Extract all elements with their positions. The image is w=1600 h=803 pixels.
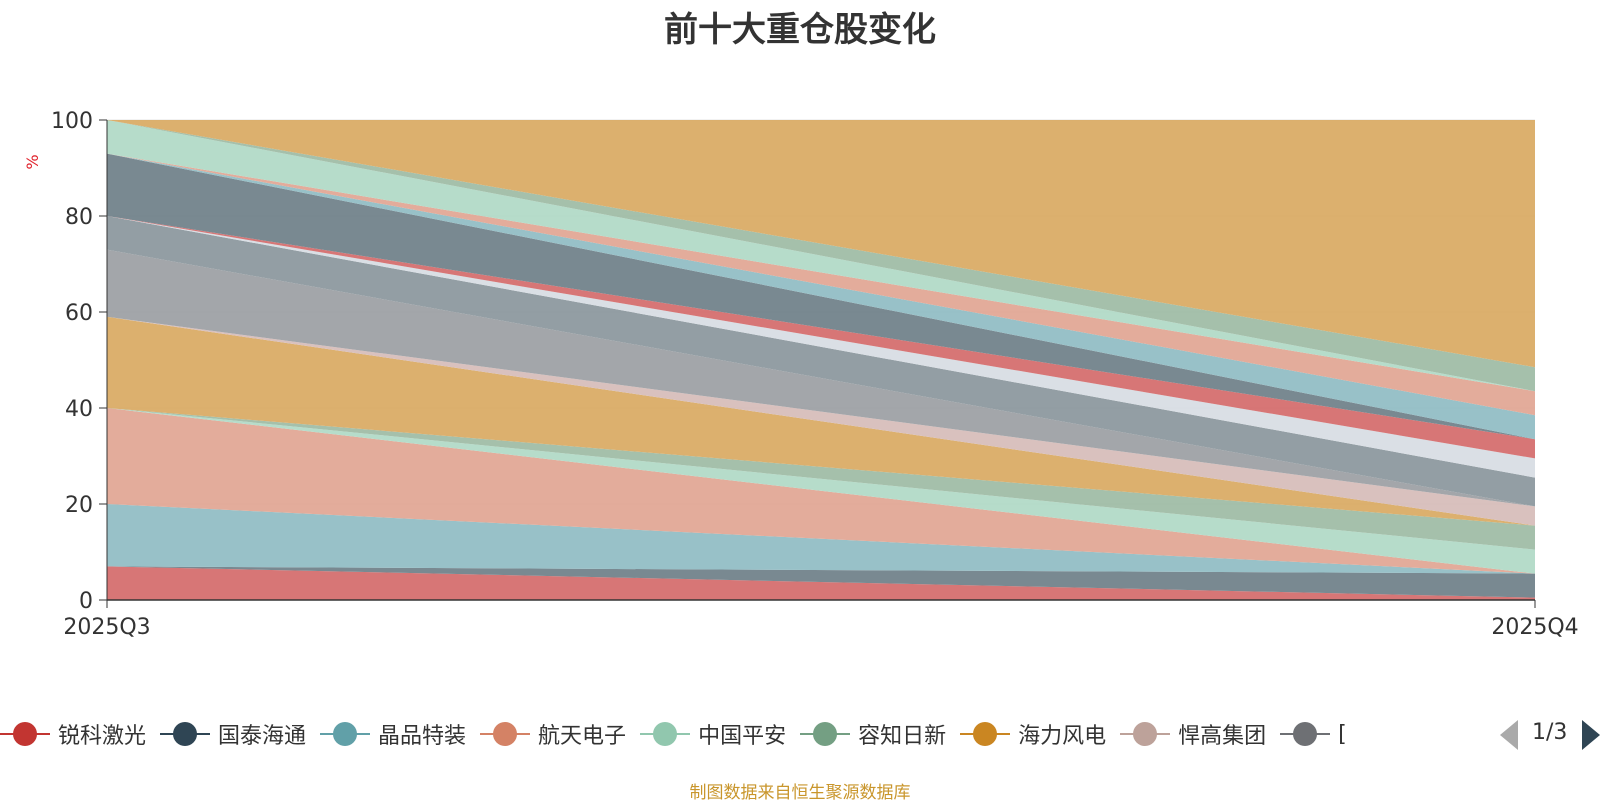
legend-marker-icon [1120,721,1171,747]
y-tick-label: 80 [65,205,93,230]
legend-item[interactable]: 国泰海通 [160,712,306,756]
legend-item[interactable]: [ [1280,712,1347,756]
y-tick-label: 100 [51,109,93,134]
legend-label: 国泰海通 [218,724,307,749]
legend-marker-icon [640,721,691,747]
legend-label: 锐科激光 [58,724,147,749]
legend: 锐科激光 国泰海通 晶品特装 航天电子 中国平安 容知日新 海力风电 悍高集团 [ [0,712,1485,756]
axes: 0 20 40 60 80 100 2025Q3 2025Q4% [23,109,1579,640]
legend-label: 中国平安 [698,724,787,749]
area-band-6[interactable] [107,408,1535,550]
x-tick-label: 2025Q3 [63,615,150,640]
prev-page-icon[interactable] [1500,720,1518,750]
legend-item[interactable]: 悍高集团 [1120,712,1266,756]
area-band-12[interactable] [107,216,1535,459]
legend-marker-icon [960,721,1011,747]
legend-item[interactable]: 航天电子 [480,712,626,756]
legend-item[interactable]: 容知日新 [800,712,946,756]
y-tick-label: 60 [65,301,93,326]
legend-marker-icon [480,721,531,747]
area-band-1[interactable] [107,566,1535,600]
legend-marker-icon [0,721,50,747]
area-band-14[interactable] [107,153,1535,440]
legend-label: [ [1338,721,1347,747]
chart-title: 前十大重仓股变化 [664,10,936,50]
legend-item[interactable]: 中国平安 [640,712,786,756]
legend-marker-icon [1280,721,1331,747]
area-band-13[interactable] [107,153,1535,440]
area-band-8[interactable] [107,316,1535,526]
legend-page-indicator: 1/3 [1532,720,1568,745]
area-band-15[interactable] [107,153,1535,416]
area-series [107,120,1535,600]
stacked-area-chart: 0 20 40 60 80 100 2025Q3 2025Q4% [23,109,1579,640]
y-tick-label: 40 [65,397,93,422]
area-band-10[interactable] [107,216,1535,507]
y-tick-label: 20 [65,493,93,518]
next-page-icon[interactable] [1582,720,1600,750]
legend-item[interactable]: 晶品特装 [320,712,466,756]
legend-item[interactable]: 海力风电 [960,712,1106,756]
legend-marker-icon [800,721,851,747]
legend-item[interactable]: 锐科激光 [0,712,146,756]
y-axis-label: % [23,154,42,169]
x-tick-label: 2025Q4 [1491,615,1578,640]
y-tick-label: 0 [79,589,93,614]
source-note: 制图数据来自恒生聚源数据库 [689,783,911,803]
area-band-5[interactable] [107,408,1535,574]
legend-label: 航天电子 [538,724,627,749]
legend-label: 晶品特装 [378,724,467,749]
area-band-17[interactable] [107,120,1535,392]
legend-label: 容知日新 [858,724,947,749]
legend-marker-icon [160,721,211,747]
legend-label: 海力风电 [1018,724,1107,749]
legend-pager: 1/3 [1498,712,1600,756]
area-band-11[interactable] [107,216,1535,478]
legend-marker-icon [320,721,371,747]
area-band-2[interactable] [107,566,1535,598]
legend-label: 悍高集团 [1178,724,1267,749]
area-band-18[interactable] [107,120,1535,368]
